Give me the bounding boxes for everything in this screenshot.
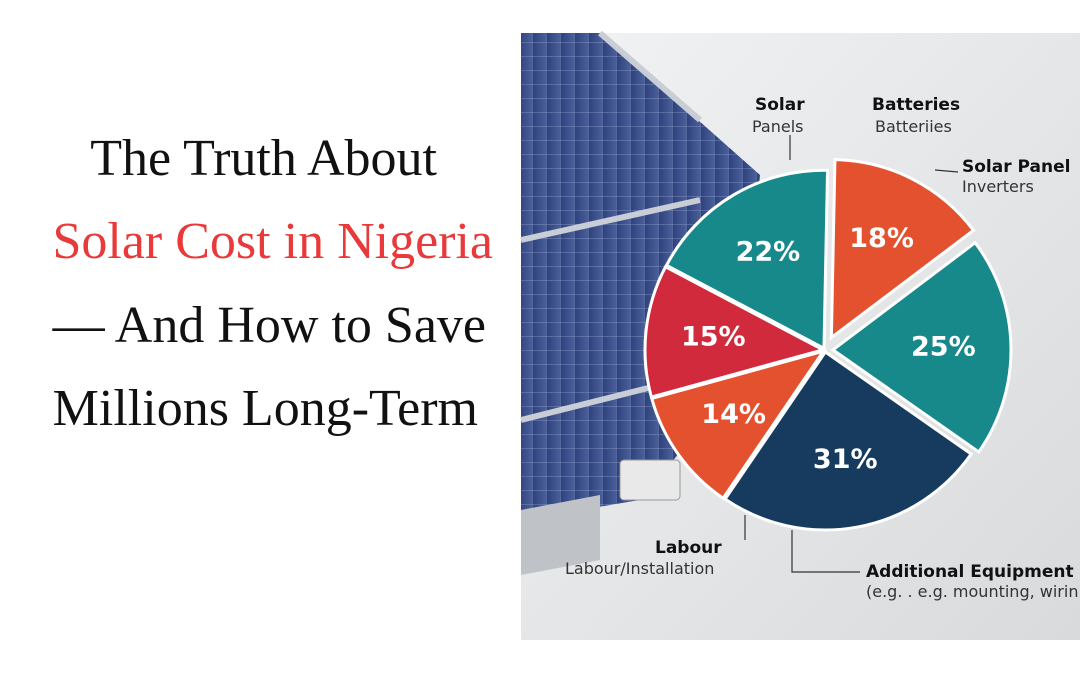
annotation-title: Solar Panel (962, 157, 1070, 177)
annotation-subtitle: Inverters (962, 177, 1034, 196)
text-block: The Truth About Solar Cost in Nigeria — … (52, 130, 493, 437)
pie-chart: 18% 25% 31% 14% 15% 22% (643, 158, 1013, 532)
title-line: — And How to Save (52, 297, 486, 354)
mount-bracket (521, 495, 600, 575)
annotation-subtitle: Panels (752, 117, 804, 136)
slice-label: 14% (701, 399, 766, 430)
pie-slice (723, 349, 974, 532)
title-line: The Truth About (90, 130, 437, 187)
pie-slice (649, 348, 827, 501)
slice-label: 25% (911, 331, 976, 362)
title-line: Solar Cost in Nigeria (52, 213, 493, 270)
annotation-title: Labour (655, 538, 722, 558)
slice-label: 31% (813, 444, 878, 475)
annotation-title: Batteries (872, 95, 960, 115)
annotation-subtitle: Labour/Installation (565, 559, 714, 578)
leader-line (744, 135, 959, 573)
pie-slice (830, 240, 1013, 455)
annotations: Solar Panels Batteries Batteriies Solar … (565, 95, 1078, 601)
pie-slice (664, 168, 830, 351)
slice-label: 22% (736, 237, 801, 268)
annotation-title: Solar (755, 95, 805, 115)
pie-slice (643, 264, 828, 399)
annotation-subtitle: Batteriies (875, 117, 952, 136)
image-panel: 18% 25% 31% 14% 15% 22% Solar Panels Batterie… (520, 30, 1080, 640)
annotation-title: Additional Equipment (866, 562, 1074, 582)
slice-label: 18% (849, 223, 914, 254)
pie-slice (829, 158, 976, 341)
annotation-subtitle: (e.g. . e.g. mounting, wirin (866, 582, 1078, 601)
junction-box (619, 459, 681, 501)
slice-label: 15% (681, 321, 746, 352)
title-line: Millions Long-Term (53, 380, 478, 437)
